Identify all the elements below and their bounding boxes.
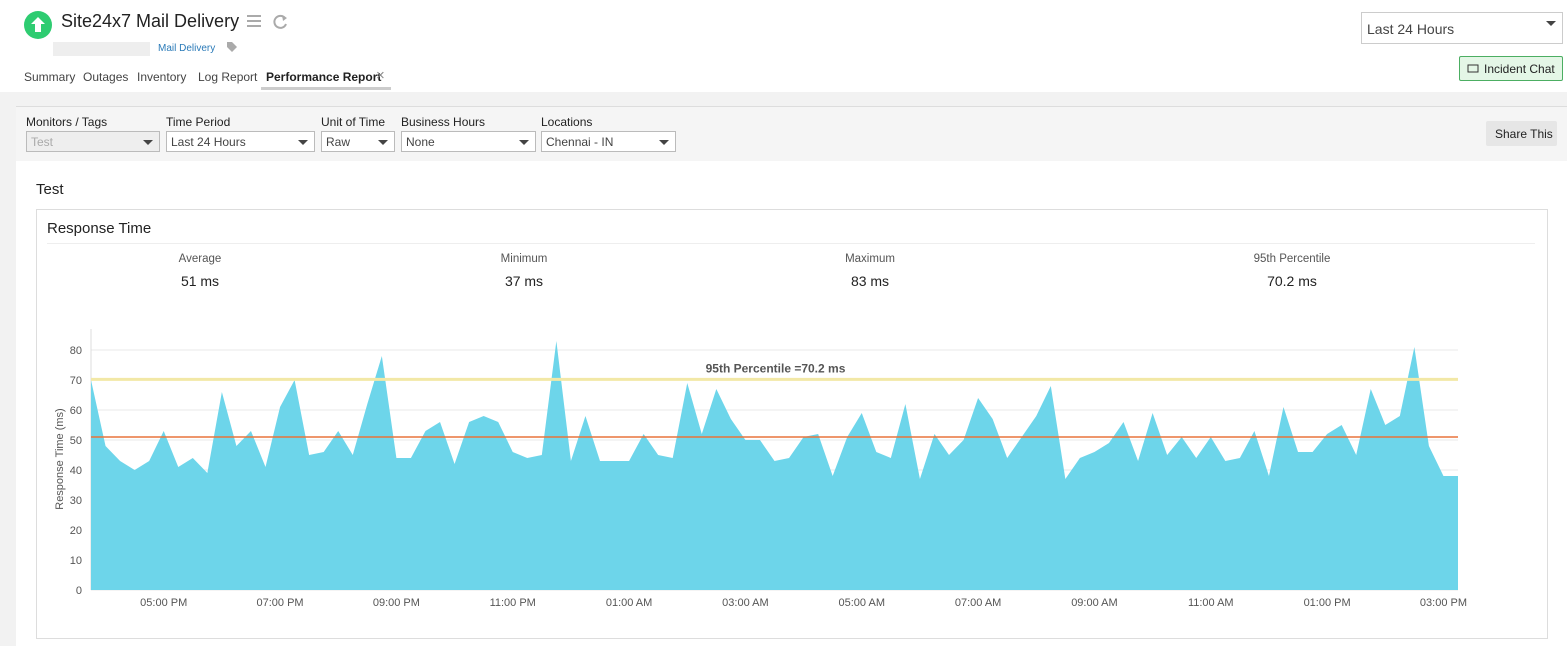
y-tick-label: 20 bbox=[70, 525, 82, 537]
tab[interactable]: Outages bbox=[83, 70, 129, 84]
x-tick-label: 11:00 AM bbox=[1188, 597, 1234, 609]
close-tab[interactable]: × bbox=[376, 67, 385, 84]
y-tick-label: 30 bbox=[70, 495, 82, 507]
chat-icon bbox=[1467, 64, 1479, 73]
x-tick-label: 01:00 AM bbox=[606, 597, 652, 609]
reference-annotation: 95th Percentile =70.2 ms bbox=[706, 361, 846, 375]
x-tick-label: 05:00 AM bbox=[839, 597, 885, 609]
filter-label: Monitors / Tags bbox=[26, 115, 108, 129]
y-axis-title: Response Time (ms) bbox=[54, 408, 66, 509]
monitor-title: Site24x7 Mail Delivery bbox=[61, 11, 240, 31]
filter-select[interactable]: Chennai - IN bbox=[541, 131, 676, 152]
incident-chat-button[interactable]: Incident Chat bbox=[1459, 56, 1563, 81]
tab[interactable]: Summary bbox=[24, 70, 76, 84]
section-title: Test bbox=[36, 181, 64, 198]
period-dropdown[interactable]: Last 24 Hours bbox=[1361, 12, 1563, 44]
filter-label: Unit of Time bbox=[321, 115, 386, 129]
tab[interactable]: Log Report bbox=[198, 70, 258, 84]
status-icon bbox=[24, 11, 52, 39]
stat-label: Maximum bbox=[845, 253, 895, 265]
y-tick-label: 50 bbox=[70, 435, 82, 447]
filter-select[interactable]: Test bbox=[26, 131, 160, 152]
blurred-text bbox=[53, 42, 150, 56]
stat-value: 37 ms bbox=[504, 273, 544, 289]
filter-label: Business Hours bbox=[401, 115, 486, 129]
x-tick-label: 03:00 AM bbox=[722, 597, 768, 609]
stat-label: Minimum bbox=[500, 253, 548, 265]
y-tick-label: 40 bbox=[70, 465, 82, 477]
x-tick-label: 07:00 PM bbox=[257, 597, 304, 609]
y-tick-label: 60 bbox=[70, 405, 82, 417]
stat-value: 83 ms bbox=[850, 273, 890, 289]
x-tick-label: 05:00 PM bbox=[140, 597, 187, 609]
header-icons[interactable] bbox=[246, 13, 290, 31]
divider bbox=[47, 243, 1535, 244]
tab-active[interactable]: Performance Report bbox=[266, 70, 382, 84]
area bbox=[91, 341, 1458, 590]
filter-select[interactable]: Raw bbox=[321, 131, 395, 152]
y-tick-label: 80 bbox=[70, 345, 82, 357]
card bbox=[36, 209, 1548, 639]
x-tick-label: 01:00 PM bbox=[1304, 597, 1351, 609]
share-button[interactable]: Share This bbox=[1486, 121, 1557, 146]
card-title: Response Time bbox=[47, 220, 152, 237]
x-tick-label: 11:00 PM bbox=[490, 597, 536, 609]
x-tick-label: 09:00 AM bbox=[1071, 597, 1117, 609]
tag-icon[interactable] bbox=[226, 41, 238, 53]
y-tick-label: 0 bbox=[76, 585, 82, 597]
x-tick-label: 09:00 PM bbox=[373, 597, 420, 609]
filter-select[interactable]: Last 24 Hours bbox=[166, 131, 315, 152]
stat-value: 51 ms bbox=[180, 273, 220, 289]
x-tick-label: 03:00 PM bbox=[1420, 597, 1467, 609]
stat-value: 70.2 ms bbox=[1267, 273, 1317, 289]
filter-label: Time Period bbox=[166, 115, 231, 129]
stat-label: Average bbox=[178, 253, 222, 265]
y-tick-label: 70 bbox=[70, 375, 82, 387]
stat-label: 95th Percentile bbox=[1253, 253, 1331, 265]
x-tick-label: 07:00 AM bbox=[955, 597, 1001, 609]
filter-label: Locations bbox=[541, 115, 593, 129]
filter-select[interactable]: None bbox=[401, 131, 536, 152]
tab[interactable]: Inventory bbox=[137, 70, 187, 84]
y-tick-label: 10 bbox=[70, 555, 82, 567]
group-link[interactable]: Mail Delivery bbox=[158, 43, 216, 54]
tab-underline bbox=[261, 87, 391, 90]
